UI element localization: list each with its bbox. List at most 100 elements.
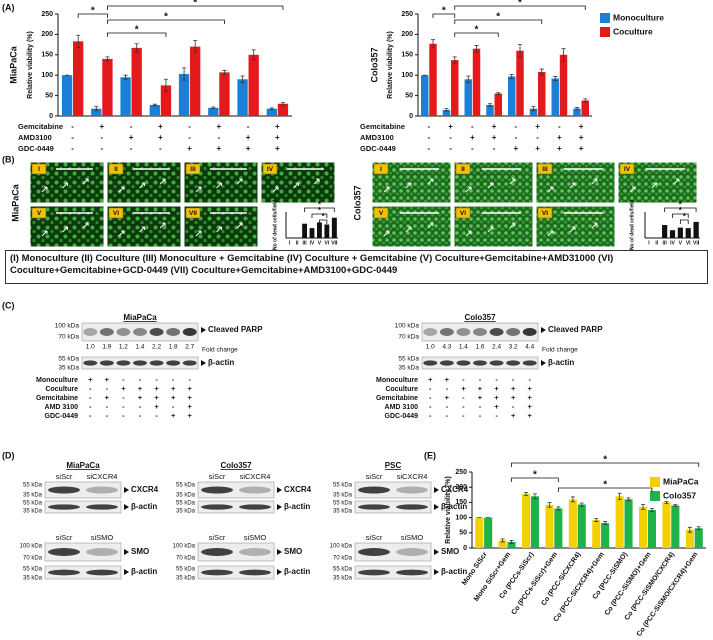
marker-label: 35 kDa (176, 493, 196, 499)
y-tick-label: 150 (401, 52, 413, 59)
legend-label: Coculture (613, 26, 653, 36)
blot (197, 481, 275, 499)
error-bar (641, 504, 646, 510)
image-label-box (455, 207, 471, 219)
marker-label: 55 kDa (398, 356, 419, 363)
blot (44, 565, 122, 580)
significance-bracket (311, 213, 328, 218)
marker-label: 55 kDa (333, 567, 353, 573)
significance-mark: * (603, 480, 607, 491)
x-tick-label: III (302, 240, 307, 246)
significance-mark: * (603, 455, 607, 466)
error-bar (76, 34, 81, 48)
significance-bracket (664, 207, 697, 212)
lane-label: siSMO (91, 533, 114, 542)
treatment-sign: + (171, 393, 176, 402)
treatment-sign: - (462, 393, 465, 402)
fold-change: 3.2 (509, 344, 518, 351)
band (83, 360, 98, 366)
image-label: IV (267, 166, 274, 173)
treatment-sign: - (188, 122, 191, 131)
treatment-sign: - (536, 133, 539, 142)
treatment-sign: - (462, 375, 465, 384)
treatment-name: Coculture (385, 386, 418, 393)
band (358, 548, 390, 556)
band (133, 360, 147, 366)
significance-bracket (107, 5, 284, 10)
fold-change: 1.6 (475, 344, 484, 351)
band (358, 569, 390, 576)
legend-swatch (650, 477, 660, 487)
band (182, 360, 197, 366)
image-label-box (185, 207, 201, 219)
y-tick-label: 200 (401, 31, 413, 38)
significance-bracket (107, 32, 167, 37)
marker-label: 35 kDa (23, 493, 43, 499)
image-label: V (379, 210, 384, 217)
pointer (124, 487, 129, 493)
error-bar (561, 48, 566, 62)
treatment-name: AMD3100 (360, 133, 394, 142)
significance-mark: * (475, 25, 479, 36)
image-label: IV (624, 166, 631, 173)
bar (624, 499, 633, 548)
treatment-sign: + (187, 144, 192, 153)
pointer (277, 549, 282, 555)
significance-mark: * (496, 12, 500, 23)
marker-label: 55 kDa (333, 501, 353, 507)
treatment-name: Gemcitabine (36, 395, 78, 402)
protein-label: β-actin (441, 567, 467, 576)
treatment-sign: + (528, 402, 533, 411)
treatment-sign: + (154, 384, 159, 393)
error-bar (444, 108, 449, 112)
treatment-name: GDC-0449 (385, 413, 419, 420)
significance-bracket (511, 477, 559, 482)
treatment-sign: + (478, 393, 483, 402)
y-axis-label: No of dead cells/field (629, 200, 635, 250)
bar (646, 237, 652, 238)
treatment-sign: + (158, 133, 163, 142)
treatment-sign: + (121, 384, 126, 393)
treatment-sign: - (188, 133, 191, 142)
marker-label: 100 kDa (395, 323, 420, 330)
treatment-sign: + (88, 375, 93, 384)
treatment-sign: + (138, 393, 143, 402)
panel-label: (C) (2, 300, 15, 310)
bar (190, 46, 201, 116)
x-tick-label: V (318, 240, 322, 246)
marker-label: 35 kDa (58, 365, 79, 372)
arrow (383, 230, 390, 237)
bar (522, 493, 531, 548)
bar (559, 54, 568, 116)
fold-change: 1.9 (102, 344, 111, 351)
band (149, 328, 164, 336)
arrow (195, 230, 202, 237)
image-label: VI (460, 210, 466, 217)
marker-label: 100 kDa (330, 544, 353, 550)
image-label-box (31, 163, 47, 175)
legend-swatch (600, 13, 610, 23)
treatment-sign: - (71, 144, 74, 153)
image-label: III (542, 166, 548, 173)
y-tick-label: 50 (45, 92, 53, 99)
caption-box: (I) Monoculture (II) Coculture (III) Mon… (5, 250, 708, 284)
fold-change-label: Fold change (542, 347, 578, 354)
band (358, 486, 390, 494)
treatment-sign: + (528, 384, 533, 393)
error-bar (431, 39, 436, 49)
treatment-sign: + (105, 393, 110, 402)
band (48, 569, 80, 576)
band (86, 486, 118, 494)
y-tick-label: 250 (41, 11, 53, 18)
significance-mark: * (679, 200, 683, 209)
blot (197, 565, 275, 580)
arrow (82, 178, 89, 185)
bar (248, 54, 259, 116)
error-bar (94, 106, 99, 112)
treatment-sign: + (275, 133, 280, 142)
arrow (159, 178, 166, 185)
bar (538, 71, 546, 116)
bar (530, 496, 539, 548)
image-label-box (185, 163, 201, 175)
